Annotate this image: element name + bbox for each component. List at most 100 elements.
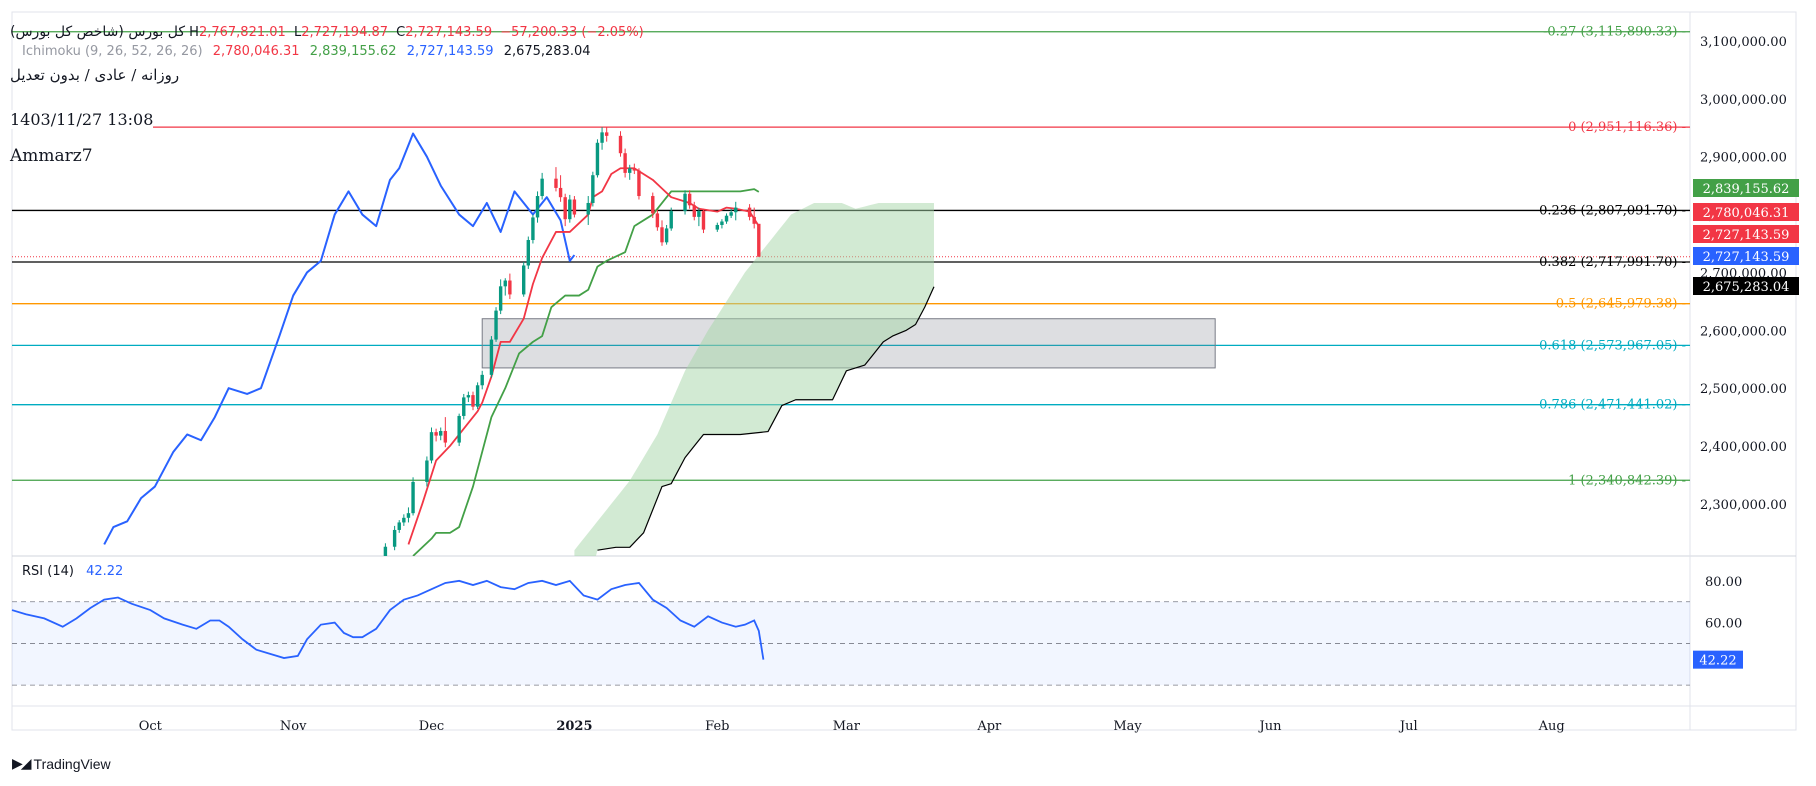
symbol-title: کل بورس (شاخص کل بورس) (10, 24, 186, 40)
chart-frame (11, 11, 1797, 731)
author-label: Ammarz7 (10, 146, 93, 166)
candle-body (724, 215, 729, 222)
candle-body (628, 168, 632, 173)
candle-body (757, 223, 761, 257)
candle (489, 336, 494, 378)
time-tick-label: May (1113, 719, 1142, 734)
ohlc-c-label: C (396, 25, 406, 40)
candle-body (480, 374, 484, 386)
candle-body (752, 216, 756, 224)
candle (701, 208, 706, 234)
ohlc-low: 2,727,194.87 (301, 25, 389, 40)
candle (402, 514, 406, 526)
price-tick-label: 2,400,000.00 (1700, 440, 1787, 455)
candle (572, 196, 577, 218)
candle (747, 204, 752, 221)
rsi-value: 42.22 (86, 564, 124, 579)
candle (535, 191, 540, 223)
time-tick-label: Jun (1258, 719, 1283, 734)
candle-body (402, 517, 406, 523)
candle-body (498, 286, 503, 311)
candle-body (406, 513, 411, 518)
candle (595, 139, 600, 178)
ichimoku-span-b-line (597, 286, 935, 551)
candle (480, 370, 484, 390)
time-tick-label: Oct (139, 719, 163, 734)
candle-body (568, 199, 572, 220)
candle (724, 213, 729, 224)
candle (434, 428, 438, 442)
time-tick-label: Apr (976, 719, 1002, 734)
ichimoku-lagging-line (103, 132, 576, 545)
rsi-tick-label: 60.00 (1705, 617, 1742, 632)
candle-body (443, 430, 448, 443)
candle (383, 543, 388, 556)
candle-body (595, 142, 600, 176)
candle (397, 520, 401, 533)
candle-body (729, 212, 733, 216)
candle (521, 262, 526, 297)
candle-body (697, 211, 701, 217)
candle (406, 507, 411, 523)
candle (637, 168, 641, 200)
timestamp-label: 1403/11/27 13:08 (10, 110, 154, 129)
candle-body (715, 224, 720, 230)
price-label-bg (1693, 247, 1799, 265)
candle (425, 456, 429, 487)
tradingview-name: TradingView (33, 756, 111, 772)
candle (591, 171, 595, 207)
candle-body (425, 460, 429, 482)
candle (466, 391, 471, 403)
candle (752, 207, 756, 229)
ichimoku-kijun-line (412, 188, 760, 556)
candle-body (558, 187, 563, 198)
candle (655, 209, 660, 231)
candle-body (623, 153, 627, 173)
candle (632, 163, 637, 175)
candle-body (720, 221, 724, 225)
candle (651, 192, 655, 219)
candle (411, 477, 415, 516)
candle-body (521, 265, 526, 295)
candle-body (701, 211, 706, 230)
candle-body (572, 199, 577, 215)
candle-body (660, 227, 664, 243)
candle (475, 382, 480, 410)
time-tick-label: Mar (833, 719, 861, 734)
price-label-text: 2,727,143.59 (1703, 228, 1790, 243)
candle-body (471, 395, 475, 407)
rsi-value-label: 42.22 (1693, 650, 1743, 669)
candle-body (554, 178, 558, 188)
candle-body (687, 193, 692, 206)
rsi-line (11, 579, 765, 660)
rsi-legend[interactable]: RSI (14) 42.22 (22, 564, 123, 579)
candle (600, 127, 604, 150)
symbol-legend: کل بورس (شاخص کل بورس) H2,767,821.01 L2,… (10, 24, 644, 40)
candle (508, 273, 512, 300)
tradingview-logo[interactable]: ▶◢ TradingView (12, 756, 111, 772)
candle (757, 223, 761, 257)
candle (392, 525, 397, 551)
candle-body (439, 430, 443, 436)
candle-body (397, 522, 401, 530)
candle (715, 222, 720, 232)
candle (443, 417, 448, 448)
ichimoku-legend[interactable]: Ichimoku (9, 26, 52, 26, 26) 2,780,046.3… (22, 44, 591, 59)
candle-body (475, 385, 480, 407)
time-tick-label: Nov (280, 719, 307, 734)
candle-body (747, 207, 752, 217)
time-tick-label: Aug (1538, 719, 1565, 734)
ohlc-close: 2,727,143.59 (405, 25, 493, 40)
candle (568, 194, 572, 223)
candle (471, 391, 475, 411)
price-label-bg (1693, 179, 1799, 197)
ohlc-change: −57,200.33 (−2.05%) (500, 25, 644, 40)
ichimoku-label: Ichimoku (9, 26, 52, 26, 26) (22, 44, 203, 59)
candle (618, 131, 623, 157)
price-tick-label: 2,500,000.00 (1700, 382, 1787, 397)
candle (554, 167, 558, 192)
rsi-value-bg (1693, 650, 1743, 669)
price-label-bg (1693, 225, 1799, 243)
candle-body (600, 132, 604, 143)
